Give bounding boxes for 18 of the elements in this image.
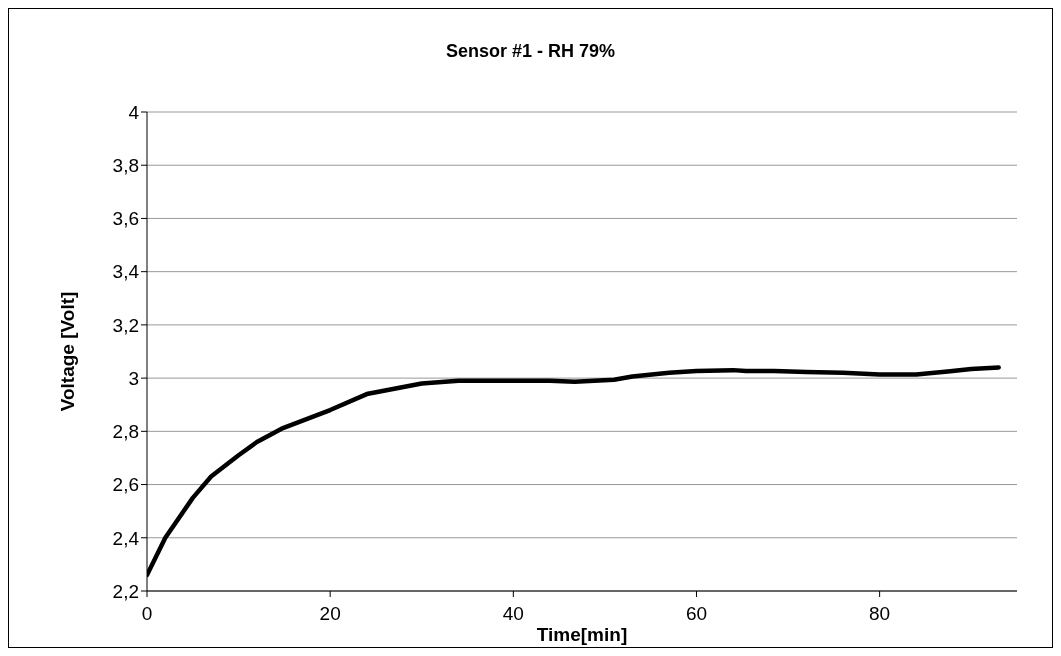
chart-title: Sensor #1 - RH 79% xyxy=(444,41,617,62)
x-axis-title: Time[min] xyxy=(536,624,628,645)
y-tick-label: 3,6 xyxy=(112,208,139,230)
y-tick-label: 3,8 xyxy=(112,154,139,176)
y-tick-label: 2,8 xyxy=(112,421,139,443)
y-tick-label: 3,4 xyxy=(112,261,140,283)
x-tick-label: 0 xyxy=(141,603,153,625)
x-tick-label: 20 xyxy=(319,603,341,625)
y-tick-label: 2,2 xyxy=(112,580,139,602)
x-tick-label: 60 xyxy=(685,603,708,625)
y-tick-label: 3 xyxy=(128,367,139,389)
y-tick-label: 2,4 xyxy=(112,527,140,549)
x-tick-label: 80 xyxy=(869,603,891,625)
y-tick-label: 4 xyxy=(128,101,140,123)
y-tick-label: 2,6 xyxy=(112,474,139,496)
y-tick-label: 3,2 xyxy=(112,314,139,336)
x-tick-label: 40 xyxy=(502,603,524,625)
y-axis-title: Voltage [Volt] xyxy=(56,291,78,412)
